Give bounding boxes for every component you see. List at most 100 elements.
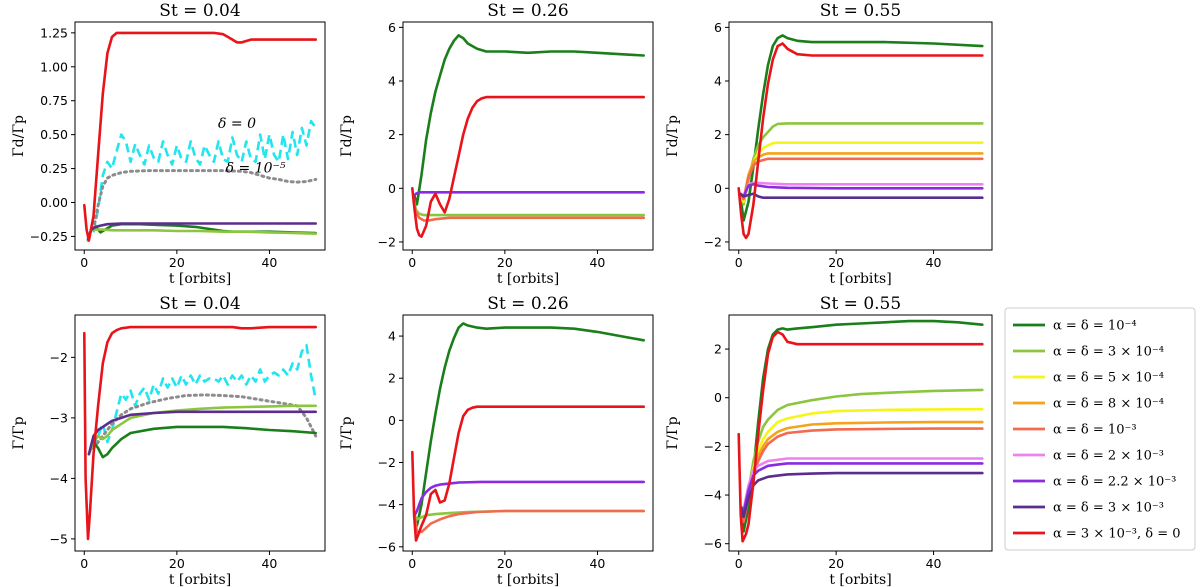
legend-entry: α = δ = 8 × 10⁻⁴ [1013, 397, 1164, 412]
y-tick-label: −6 [704, 536, 722, 551]
y-tick-label: 1.00 [40, 59, 68, 74]
series-line-alpha-3-x-10m3-delta-0 [737, 330, 984, 543]
y-tick-label: 0.00 [40, 195, 68, 210]
legend-entry: α = δ = 10⁻⁴ [1013, 319, 1137, 334]
legend-label: α = δ = 8 × 10⁻⁴ [1053, 397, 1164, 412]
panel-6: 0 20 40 −6 −4 −2 0 2 St = 0.55 t [orbits] Γ/Γp [665, 294, 993, 587]
y-tick-label: −2 [704, 439, 722, 454]
series-line-alpha-delta-3-x-10m3 [738, 192, 984, 199]
legend-label: α = δ = 2.2 × 10⁻³ [1053, 475, 1176, 490]
axes-frame [402, 21, 654, 251]
y-axis-label: Γ/Γp [11, 416, 27, 449]
y-tick-label: −2 [378, 234, 396, 249]
series-line-alpha-delta-10m4 [413, 34, 646, 206]
x-axis-label: t [orbits] [829, 271, 891, 287]
axes-frame [728, 21, 993, 251]
panel-2: 0 20 40 −2 0 2 4 6 St = 0.26 t [orbits] Γd/Γp [339, 1, 654, 287]
panel-title: St = 0.26 [487, 1, 568, 21]
y-tick-label: 0 [388, 413, 396, 428]
series-line-alpha-3-x-10m3-delta-0 [410, 95, 646, 238]
x-axis-label: t [orbits] [497, 572, 559, 587]
y-tick-label: 2 [388, 371, 396, 386]
x-tick-label: 20 [497, 556, 513, 571]
y-tick-label: 6 [714, 20, 722, 35]
series-group [410, 34, 646, 238]
series-line-alpha-delta-3-x-10m4 [412, 197, 646, 217]
legend-entry: α = 3 × 10⁻³, δ = 0 [1013, 527, 1181, 542]
y-tick-label: −5 [50, 531, 68, 546]
legend-entry: α = δ = 3 × 10⁻³ [1013, 501, 1164, 516]
series-line-alpha-delta-10m3 [413, 509, 646, 534]
series-line-alpha-3-x-10m3-delta-0 [83, 31, 318, 242]
series-line-delta-0 [92, 119, 317, 233]
x-tick-label: 0 [408, 255, 416, 270]
x-tick-label: 0 [408, 556, 416, 571]
series-line-alpha-delta-2-2-x-10m3 [739, 462, 984, 514]
y-axis-label: Γd/Γp [339, 115, 355, 157]
y-tick-label: 0 [714, 181, 722, 196]
legend-label: α = δ = 3 × 10⁻³ [1053, 501, 1164, 516]
series-line-alpha-delta-3-x-10m4 [738, 122, 984, 206]
series-line-alpha-delta-10m4 [738, 34, 984, 222]
legend-label: α = 3 × 10⁻³, δ = 0 [1053, 527, 1181, 542]
series-group [737, 319, 984, 543]
series-line-alpha-delta-2-2-x-10m3 [413, 480, 646, 517]
axes-frame [74, 21, 326, 251]
panel-title: St = 0.04 [159, 1, 240, 21]
y-tick-label: 2 [714, 127, 722, 142]
panel-1: 0 20 40 −0.25 0.00 0.25 0.50 0.75 1.00 1.25 St = 0… [11, 1, 326, 287]
axes-frame [402, 314, 654, 552]
legend-label: α = δ = 10⁻³ [1053, 423, 1137, 438]
legend-entry: α = δ = 2 × 10⁻³ [1013, 449, 1164, 464]
y-tick-label: 0.75 [40, 93, 68, 108]
legend-items: α = δ = 10⁻⁴ α = δ = 3 × 10⁻⁴ α = δ = 5 × … [1013, 319, 1181, 542]
series-line-alpha-delta-3-x-10m3 [87, 410, 318, 456]
legend-entry: α = δ = 10⁻³ [1013, 423, 1137, 438]
x-tick-label: 40 [926, 255, 942, 270]
series-line-delta-10m5 [92, 169, 318, 232]
series-line-alpha-delta-3-x-10m3 [86, 222, 318, 241]
x-tick-label: 40 [926, 556, 942, 571]
x-tick-label: 40 [589, 255, 605, 270]
panel-3: 0 20 40 −2 0 2 4 6 St = 0.55 t [orbits] Γd/Γp [665, 1, 993, 287]
x-tick-label: 40 [261, 556, 277, 571]
legend: α = δ = 10⁻⁴ α = δ = 3 × 10⁻⁴ α = δ = 5 × … [1004, 307, 1196, 551]
series-line-alpha-3-x-10m3-delta-0 [410, 405, 646, 542]
y-tick-label: −0.25 [30, 229, 68, 244]
series-line-alpha-delta-10m3 [738, 157, 984, 201]
y-tick-label: −2 [378, 455, 396, 470]
y-axis-label: Γd/Γp [11, 115, 27, 157]
x-tick-label: 0 [735, 556, 743, 571]
y-tick-label: 4 [388, 329, 396, 344]
legend-label: α = δ = 2 × 10⁻³ [1053, 449, 1164, 464]
y-tick-label: 0 [388, 181, 396, 196]
series-line-alpha-3-x-10m3-delta-0 [737, 42, 984, 240]
panel-title: St = 0.04 [159, 294, 240, 314]
legend-entry: α = δ = 3 × 10⁻⁴ [1013, 345, 1164, 360]
series-line-alpha-3-x-10m3-delta-0 [83, 325, 318, 541]
y-tick-label: −6 [378, 539, 396, 554]
series-line-alpha-delta-3-x-10m3 [739, 471, 984, 519]
x-tick-label: 40 [589, 556, 605, 571]
series-line-alpha-delta-3-x-10m4 [87, 404, 318, 456]
y-axis-label: Γd/Γp [665, 115, 681, 157]
y-tick-label: 2 [388, 127, 396, 142]
legend-label: α = δ = 10⁻⁴ [1053, 319, 1137, 334]
y-tick-label: 0 [714, 390, 722, 405]
legend-entry: α = δ = 2.2 × 10⁻³ [1013, 475, 1176, 490]
y-tick-label: 0.25 [40, 161, 68, 176]
legend-frame [1004, 307, 1196, 551]
x-tick-label: 20 [828, 255, 844, 270]
panel-4: 0 20 40 −5 −4 −3 −2 St = 0.04 t [orbits] Γ/Γp [11, 294, 326, 587]
series-line-alpha-delta-5-x-10m4 [738, 141, 984, 203]
legend-label: α = δ = 5 × 10⁻⁴ [1053, 371, 1164, 386]
x-axis-label: t [orbits] [169, 572, 231, 587]
x-tick-label: 0 [80, 556, 88, 571]
series-line-alpha-delta-2-x-10m3 [739, 457, 984, 511]
x-tick-label: 0 [735, 255, 743, 270]
y-tick-label: 6 [388, 20, 396, 35]
axes-frame [728, 314, 993, 552]
y-tick-label: 4 [714, 74, 722, 89]
